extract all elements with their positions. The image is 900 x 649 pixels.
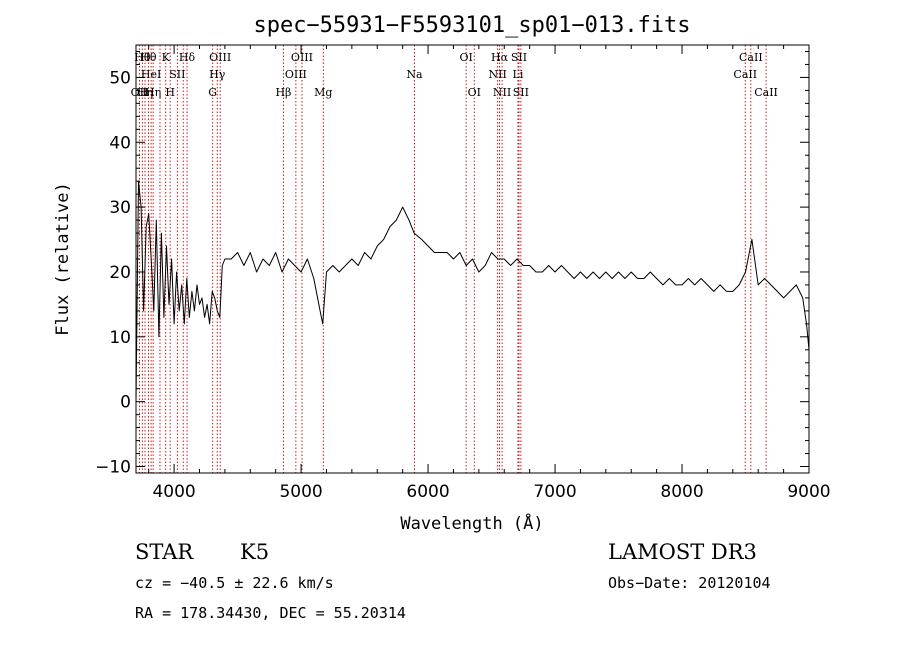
spectral-line-label: Li <box>513 68 524 81</box>
x-tick-label: 6000 <box>406 482 449 502</box>
spectral-line-label: Hη <box>145 86 161 99</box>
axes: 4000 5000 6000 7000 8000 9000 −10 0 10 20 30 40 50 <box>95 45 831 502</box>
chart-title: spec−55931−F5593101_sp01−013.fits <box>253 13 690 38</box>
survey-name: LAMOST DR3 <box>608 540 757 564</box>
spectral-line-label: H <box>165 86 175 99</box>
y-tick-label: 10 <box>109 328 131 348</box>
spectral-line-label: HeI <box>141 68 161 81</box>
y-tick-label: 0 <box>120 393 131 413</box>
spectral-line-label: Na <box>406 68 423 81</box>
spectral-line-label: NII <box>488 68 506 81</box>
y-axis-label: Flux (relative) <box>53 182 73 336</box>
x-tick-label: 4000 <box>152 482 195 502</box>
spectral-line-label: SII <box>169 68 185 81</box>
subclass: K5 <box>240 540 270 564</box>
spectral-line-label: OI <box>459 51 472 64</box>
spectrum-line <box>135 180 810 402</box>
y-tick-label: 30 <box>109 198 131 218</box>
y-tick-label: −10 <box>95 458 131 478</box>
spectral-line-labels: OII Hθ Hη Hθ HeI Hη K H SII Hδ G Hγ OIII Hβ OIII OIII Mg… <box>131 51 778 99</box>
spectral-line-label: OIII <box>291 51 313 64</box>
spectral-line-label: Hβ <box>275 86 291 99</box>
spectral-line-label: Hδ <box>179 51 196 64</box>
spectral-line-label: SII <box>513 86 529 99</box>
x-tick-label: 9000 <box>787 482 830 502</box>
spectral-line-label: OII <box>131 86 149 99</box>
spectral-line-label: Hγ <box>209 68 226 81</box>
spectral-line-label: CaII <box>733 68 757 81</box>
redshift-cz: cz = −40.5 ± 22.6 km/s <box>135 574 334 592</box>
spectral-line-markers <box>138 45 767 473</box>
spectral-line-label: OI <box>468 86 481 99</box>
spectral-line-label: OIII <box>209 51 231 64</box>
x-tick-label: 5000 <box>279 482 322 502</box>
x-tick-label: 8000 <box>660 482 703 502</box>
spectral-line-label: SII <box>511 51 527 64</box>
spectral-line-label: K <box>162 51 171 64</box>
y-tick-label: 20 <box>109 263 131 283</box>
x-tick-label: 7000 <box>533 482 576 502</box>
spectrum-chart: spec−55931−F5593101_sp01−013.fits OIIHθH… <box>53 13 831 534</box>
spectral-line-label: CaII <box>739 51 763 64</box>
coordinates: RA = 178.34430, DEC = 55.20314 <box>135 604 406 622</box>
spectral-line-label: Hθ <box>140 51 157 64</box>
y-tick-label: 40 <box>109 133 131 153</box>
spectral-line-label: G <box>208 86 217 99</box>
spectrum-series <box>135 180 810 402</box>
spectral-line-label: Mg <box>314 86 332 99</box>
spectral-line-label: CaII <box>754 86 778 99</box>
observation-date: Obs−Date: 20120104 <box>608 574 771 592</box>
y-tick-label: 50 <box>109 68 131 88</box>
spectral-line-label: NII <box>493 86 511 99</box>
spectral-line-label: OIII <box>285 68 307 81</box>
spectral-line-label: Hα <box>491 51 509 64</box>
x-axis-label: Wavelength (Å) <box>400 512 543 534</box>
object-class: STAR <box>135 540 194 564</box>
spectral-line-label: Hθ <box>134 51 151 64</box>
spectral-line-label: Hη <box>137 86 153 99</box>
